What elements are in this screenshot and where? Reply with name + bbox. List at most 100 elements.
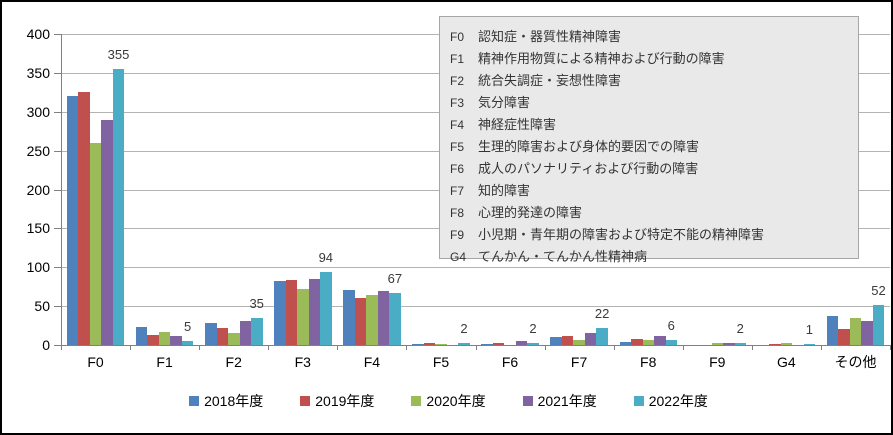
gridline: [61, 306, 890, 308]
bar-G4-2022年度: [803, 344, 816, 345]
x-axis-tick: [820, 345, 822, 350]
bar-その他-2018年度: [826, 315, 839, 345]
legend-swatch-icon: [411, 396, 422, 406]
legend-label: 2018年度: [204, 393, 264, 409]
bar-F0-2021年度: [101, 119, 113, 345]
x-axis-label: G4: [777, 354, 796, 370]
bar-G4-2020年度: [780, 343, 793, 345]
annotation-row: F9 小児期・青年期の障害および特定不能の精神障害: [450, 224, 858, 246]
legend-item: 2021年度: [522, 391, 597, 411]
x-axis-label: F0: [87, 354, 104, 370]
y-axis-label: 300: [26, 103, 50, 120]
data-label: 355: [107, 47, 130, 62]
bar-F5-2019年度: [423, 342, 436, 345]
y-axis-tick: [54, 306, 61, 308]
annotation-label: 気分障害: [478, 95, 531, 110]
bar-F0-2022年度: [112, 69, 125, 345]
x-axis-tick: [544, 345, 546, 350]
annotation-row: G4 てんかん・てんかん性精神病: [450, 246, 858, 268]
annotation-row: F3 気分障害: [450, 92, 858, 114]
bar-その他-2019年度: [838, 328, 850, 345]
bar-F1-2021年度: [170, 335, 182, 345]
bar-F2-2019年度: [216, 327, 228, 345]
y-axis: [61, 34, 62, 346]
bar-F7-2020年度: [573, 339, 585, 345]
bar-F0-2020年度: [89, 142, 102, 345]
bar-F7-2018年度: [550, 337, 562, 345]
annotation-row: F5 生理的障害および身体的要因での障害: [450, 136, 858, 158]
legend-swatch-icon: [300, 396, 311, 406]
legend-item: 2020年度: [411, 391, 486, 411]
data-label: 52: [871, 282, 886, 298]
legend-label: 2020年度: [426, 393, 486, 409]
y-axis-tick: [54, 111, 61, 113]
gridline: [61, 267, 890, 269]
data-label: 5: [183, 319, 192, 335]
bar-その他-2020年度: [849, 317, 862, 345]
annotation-code: G4: [450, 250, 467, 264]
x-axis-tick: [268, 345, 270, 350]
bar-F3-2018年度: [274, 280, 286, 345]
bar-F0-2019年度: [78, 92, 90, 345]
bar-F2-2018年度: [205, 323, 217, 345]
legend-item: 2022年度: [633, 391, 708, 411]
bar-F3-2022年度: [320, 271, 332, 345]
bar-F2-2020年度: [228, 332, 240, 345]
annotation-label: 小児期・青年期の障害および特定不能の精神障害: [478, 227, 765, 242]
x-axis-tick: [613, 345, 615, 350]
bar-F8-2018年度: [619, 341, 631, 345]
legend-item: 2018年度: [189, 391, 263, 411]
annotation-label: 知的障害: [478, 183, 531, 198]
data-label: 1: [805, 322, 813, 337]
y-axis-tick: [54, 72, 61, 74]
annotation-row: F2 統合失調症・妄想性障害: [450, 70, 858, 92]
x-axis-label: F6: [501, 354, 519, 370]
x-axis-tick: [130, 345, 132, 350]
annotation-code: F7: [450, 184, 465, 198]
bar-F5-2022年度: [458, 343, 470, 345]
x-axis-label: F3: [294, 354, 311, 370]
x-axis-label: F2: [225, 354, 242, 370]
x-axis-label: F8: [640, 354, 657, 370]
data-label: 35: [249, 295, 264, 311]
bar-F3-2019年度: [285, 279, 297, 345]
annotation-label: 統合失調症・妄想性障害: [478, 73, 622, 88]
annotation-label: 精神作用物質による精神および行動の障害: [478, 51, 725, 66]
y-axis-label: 250: [26, 142, 50, 159]
bar-F8-2019年度: [631, 338, 643, 345]
legend-label: 2021年度: [537, 393, 597, 409]
bar-F2-2022年度: [251, 317, 263, 345]
bar-F1-2022年度: [181, 341, 194, 345]
annotation-row: F1 精神作用物質による精神および行動の障害: [450, 48, 858, 70]
annotation-row: F4 神経症性障害: [450, 114, 858, 136]
bar-F1-2018年度: [135, 327, 148, 345]
bar-F3-2021年度: [308, 278, 320, 345]
bar-F3-2020年度: [297, 289, 309, 345]
x-axis-label: F7: [570, 354, 588, 370]
y-axis-label: 150: [26, 220, 50, 237]
bar-F7-2019年度: [561, 335, 574, 345]
data-label: 2: [529, 321, 537, 337]
y-axis-label: 350: [26, 64, 50, 81]
annotation-code: F3: [450, 96, 465, 110]
bar-F4-2018年度: [343, 289, 355, 345]
x-axis-label: F5: [432, 354, 450, 370]
bar-F4-2022年度: [389, 292, 401, 345]
legend-label: 2022年度: [648, 393, 708, 409]
x-axis-label: F4: [363, 354, 381, 370]
bar-F6-2022年度: [527, 343, 539, 345]
legend-swatch-icon: [189, 396, 200, 406]
y-axis-tick: [54, 267, 61, 269]
annotation-code: F0: [450, 30, 465, 44]
annotation-code: F6: [450, 162, 465, 176]
bar-F0-2018年度: [66, 96, 79, 345]
y-axis-tick: [54, 150, 61, 152]
annotation-code: F9: [450, 228, 465, 242]
x-axis-tick: [406, 345, 408, 350]
y-axis-tick: [54, 34, 61, 35]
annotation-label: 神経症性障害: [478, 117, 557, 132]
bar-F8-2021年度: [654, 336, 666, 345]
legend-swatch-icon: [522, 396, 533, 406]
x-axis-tick: [199, 345, 201, 350]
